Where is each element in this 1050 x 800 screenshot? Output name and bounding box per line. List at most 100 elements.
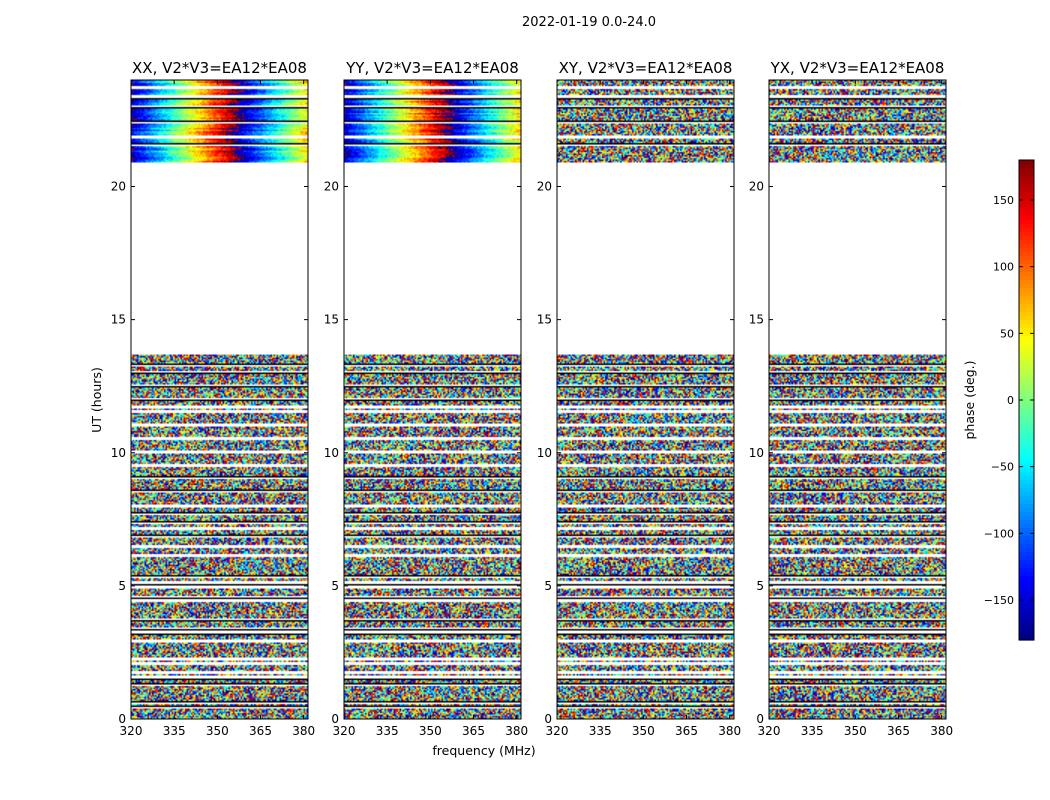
colorbar-segment: [1019, 560, 1034, 565]
y-tick-label: 0: [544, 712, 552, 726]
colorbar-segment: [1019, 288, 1034, 293]
colorbar-segment: [1019, 312, 1034, 317]
colorbar-segment: [1019, 316, 1034, 321]
colorbar-segment: [1019, 608, 1034, 613]
colorbar-segment: [1019, 244, 1034, 249]
x-tick-label: 320: [546, 724, 569, 738]
colorbar-segment: [1019, 184, 1034, 189]
colorbar-segment: [1019, 444, 1034, 449]
colorbar-segment: [1019, 236, 1034, 241]
x-tick-label: 320: [758, 724, 781, 738]
colorbar-segment: [1019, 488, 1034, 493]
x-tick-label: 350: [844, 724, 867, 738]
colorbar-segment: [1019, 492, 1034, 497]
colorbar-segment: [1019, 300, 1034, 305]
colorbar-segment: [1019, 428, 1034, 433]
colorbar-segment: [1019, 524, 1034, 529]
colorbar-segment: [1019, 464, 1034, 469]
figure-title: 2022-01-19 0.0-24.0: [522, 15, 656, 30]
y-tick-label: 10: [324, 446, 339, 460]
y-tick-label: 15: [749, 313, 764, 327]
colorbar-segment: [1019, 268, 1034, 273]
colorbar-segment: [1019, 436, 1034, 441]
colorbar-segment: [1019, 296, 1034, 301]
x-tick-label: 335: [589, 724, 612, 738]
axes-frame: [556, 79, 735, 720]
colorbar-segment: [1019, 476, 1034, 481]
colorbar-segment: [1019, 552, 1034, 557]
y-tick-label: 20: [111, 180, 126, 194]
colorbar-segment: [1019, 260, 1034, 265]
colorbar-segment: [1019, 292, 1034, 297]
colorbar-tick-label: 150: [993, 194, 1014, 207]
x-tick-label: 335: [163, 724, 186, 738]
colorbar-segment: [1019, 284, 1034, 289]
y-tick-label: 15: [324, 313, 339, 327]
colorbar-segment: [1019, 572, 1034, 577]
colorbar-segment: [1019, 532, 1034, 537]
colorbar-segment: [1019, 324, 1034, 329]
subplot-yx: YX, V2*V3=EA12*EA08 320 335 350 365 380 0 5 10 15…: [749, 59, 953, 738]
colorbar-segment: [1019, 172, 1034, 177]
colorbar-segment: [1019, 404, 1034, 409]
colorbar-segment: [1019, 276, 1034, 281]
colorbar-segment: [1019, 248, 1034, 253]
x-tick-label: 365: [462, 724, 485, 738]
colorbar-segment: [1019, 468, 1034, 473]
colorbar-segment: [1019, 228, 1034, 233]
y-tick-label: 5: [118, 579, 126, 593]
colorbar-segment: [1019, 484, 1034, 489]
colorbar-segment: [1019, 584, 1034, 589]
colorbar-segment: [1019, 392, 1034, 397]
heatmap-image: [557, 80, 734, 719]
colorbar-segment: [1019, 340, 1034, 345]
subplot-panels: XX, V2*V3=EA12*EA08 320 335 350 365 380 0 5 10 15…: [111, 59, 953, 738]
colorbar-segment: [1019, 512, 1034, 517]
x-tick-label: 365: [887, 724, 910, 738]
y-tick-label: 20: [324, 180, 339, 194]
colorbar-segment: [1019, 528, 1034, 533]
colorbar-segment: [1019, 168, 1034, 173]
colorbar-segment: [1019, 364, 1034, 369]
colorbar-segment: [1019, 456, 1034, 461]
colorbar-segment: [1019, 216, 1034, 221]
colorbar-segment: [1019, 596, 1034, 601]
colorbar-segment: [1019, 496, 1034, 501]
colorbar-segment: [1019, 332, 1034, 337]
colorbar-segment: [1019, 416, 1034, 421]
colorbar-segment: [1019, 352, 1034, 357]
colorbar-segment: [1019, 160, 1034, 165]
axes-frame: [768, 79, 947, 720]
colorbar-tick-label: 0: [1007, 394, 1014, 407]
y-tick-label: 0: [331, 712, 339, 726]
colorbar-segment: [1019, 232, 1034, 237]
colorbar-segment: [1019, 480, 1034, 485]
colorbar-segment: [1019, 396, 1034, 401]
colorbar-segment: [1019, 580, 1034, 585]
heatmap-image: [131, 80, 308, 719]
colorbar-segment: [1019, 432, 1034, 437]
colorbar-segment: [1019, 548, 1034, 553]
colorbar-segment: [1019, 336, 1034, 341]
colorbar-segment: [1019, 328, 1034, 333]
colorbar-segment: [1019, 280, 1034, 285]
heatmap-image: [344, 80, 521, 719]
y-tick-label: 10: [749, 446, 764, 460]
colorbar-segment: [1019, 624, 1034, 629]
colorbar-segment: [1019, 460, 1034, 465]
colorbar-segment: [1019, 344, 1034, 349]
colorbar-segment: [1019, 440, 1034, 445]
y-tick-label: 0: [118, 712, 126, 726]
colorbar-segment: [1019, 420, 1034, 425]
colorbar-segment: [1019, 620, 1034, 625]
y-tick-label: 20: [537, 180, 552, 194]
y-tick-label: 20: [749, 180, 764, 194]
colorbar-segment: [1019, 356, 1034, 361]
colorbar-segment: [1019, 592, 1034, 597]
colorbar-segment: [1019, 372, 1034, 377]
colorbar-segment: [1019, 196, 1034, 201]
colorbar-tick-label: −150: [984, 594, 1014, 607]
x-axis-label: frequency (MHz): [432, 743, 535, 758]
colorbar-tick-label: 50: [1000, 327, 1014, 340]
